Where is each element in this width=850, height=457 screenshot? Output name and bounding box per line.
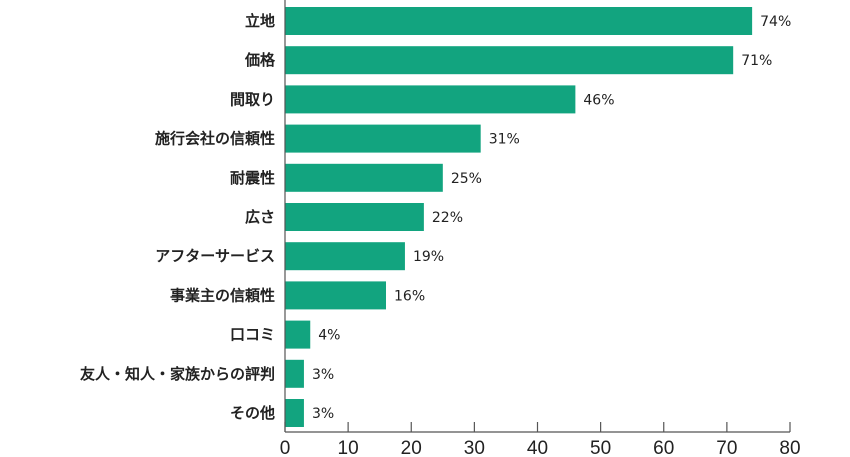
- category-label: 価格: [244, 51, 276, 69]
- category-label: 施行会社の信頼性: [155, 130, 275, 148]
- category-label: 友人・知人・家族からの評判: [80, 365, 275, 383]
- bar: [285, 46, 734, 75]
- bar: [285, 124, 481, 153]
- x-tick-label: 50: [590, 438, 611, 457]
- x-tick-label: 20: [401, 438, 422, 457]
- x-tick-label: 0: [280, 438, 291, 457]
- x-tick-label: 70: [716, 438, 737, 457]
- x-tick-label: 60: [653, 438, 674, 457]
- bar: [285, 242, 405, 271]
- x-tick-label: 10: [338, 438, 359, 457]
- data-label: 22%: [432, 210, 463, 226]
- x-tick-label: 80: [779, 438, 800, 457]
- category-label: 間取り: [230, 90, 275, 108]
- category-label: 立地: [245, 12, 275, 30]
- category-label: アフターサービス: [155, 247, 275, 265]
- x-tick-label: 40: [527, 438, 548, 457]
- category-label: その他: [230, 404, 275, 422]
- bar: [285, 203, 424, 231]
- data-label: 3%: [312, 406, 334, 422]
- data-label: 3%: [312, 367, 334, 383]
- x-tick-label: 30: [464, 438, 485, 457]
- bar: [285, 7, 753, 35]
- data-label: 16%: [394, 288, 425, 304]
- data-label: 74%: [760, 14, 791, 30]
- data-label: 71%: [741, 53, 772, 69]
- category-label: 耐震性: [230, 169, 275, 187]
- data-label: 31%: [489, 132, 520, 148]
- bar: [285, 320, 311, 349]
- bar: [285, 359, 304, 388]
- bar: [285, 281, 386, 310]
- data-label: 46%: [583, 92, 614, 108]
- bar: [285, 163, 443, 192]
- data-label: 25%: [451, 171, 482, 187]
- bar: [285, 399, 304, 427]
- data-label: 4%: [318, 328, 340, 344]
- category-label: 広さ: [245, 208, 275, 226]
- data-label: 19%: [413, 249, 444, 265]
- category-label: 口コミ: [230, 326, 275, 344]
- bar: [285, 85, 576, 114]
- category-label: 事業主の信頼性: [170, 286, 275, 304]
